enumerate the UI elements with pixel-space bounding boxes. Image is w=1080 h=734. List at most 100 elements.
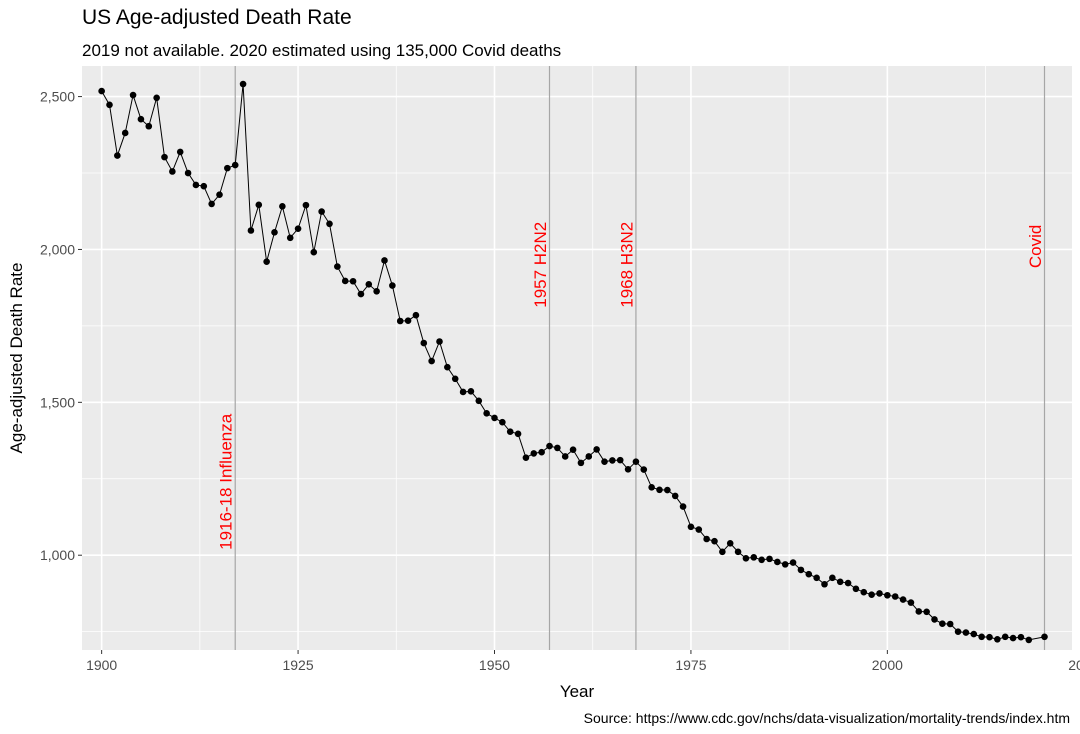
- data-point: [420, 339, 428, 347]
- data-point: [884, 591, 891, 599]
- data-point: [381, 257, 388, 264]
- data-point: [459, 388, 467, 396]
- data-point: [1009, 634, 1017, 642]
- data-point: [876, 590, 883, 597]
- data-point: [939, 620, 946, 628]
- data-point: [687, 523, 695, 531]
- data-point: [577, 459, 585, 467]
- data-point: [970, 630, 978, 638]
- data-point: [114, 152, 121, 159]
- x-tick-label: 1925: [282, 657, 313, 673]
- data-point: [161, 153, 168, 161]
- data-point: [192, 181, 200, 189]
- data-point: [169, 168, 176, 175]
- data-point: [1001, 633, 1009, 641]
- data-point: [491, 414, 498, 422]
- data-point: [153, 94, 160, 102]
- data-point: [396, 317, 404, 325]
- data-point: [781, 561, 789, 568]
- data-point: [899, 596, 907, 603]
- data-point: [632, 458, 640, 465]
- data-point: [797, 566, 805, 574]
- chart-subtitle: 2019 not available. 2020 estimated using…: [82, 41, 562, 60]
- data-point: [294, 225, 302, 232]
- event-label: 1968 H3N2: [617, 222, 636, 308]
- data-point: [137, 115, 145, 123]
- data-point: [499, 418, 506, 426]
- data-point: [805, 570, 813, 578]
- data-point: [310, 248, 318, 256]
- data-point: [184, 169, 192, 177]
- event-label: Covid: [1026, 225, 1045, 268]
- data-point: [231, 161, 239, 169]
- data-point: [129, 91, 137, 99]
- data-point: [506, 428, 514, 435]
- data-point: [1017, 633, 1025, 641]
- data-point: [389, 282, 396, 289]
- data-point: [742, 554, 750, 562]
- data-point: [679, 503, 687, 510]
- data-point: [569, 446, 577, 454]
- data-point: [106, 101, 113, 109]
- data-point: [994, 635, 1001, 643]
- data-point: [522, 454, 530, 461]
- data-point: [931, 616, 938, 623]
- data-point: [279, 203, 286, 210]
- data-point: [711, 537, 718, 545]
- data-point: [750, 554, 758, 561]
- data-point: [176, 148, 184, 156]
- data-point: [239, 80, 247, 88]
- y-axis: 1,000 1,500 2,000 2,500: [40, 89, 82, 563]
- data-point: [444, 363, 451, 371]
- data-point: [766, 555, 773, 563]
- data-point: [593, 446, 600, 453]
- data-point: [986, 633, 993, 641]
- data-point: [451, 375, 459, 383]
- data-point: [695, 526, 703, 533]
- data-point: [546, 442, 553, 450]
- data-point: [860, 588, 868, 596]
- y-tick-label: 2,500: [40, 89, 75, 105]
- data-point: [978, 633, 985, 641]
- data-point: [271, 229, 278, 236]
- data-point: [671, 492, 679, 500]
- data-point: [302, 201, 310, 209]
- data-point: [467, 388, 475, 395]
- data-point: [954, 628, 962, 635]
- data-point: [640, 466, 648, 473]
- data-point: [200, 182, 208, 190]
- data-point: [758, 556, 765, 564]
- data-point: [907, 599, 915, 606]
- x-tick-label: 2025: [1068, 657, 1080, 673]
- data-point: [263, 258, 270, 265]
- data-point: [609, 457, 616, 464]
- data-point: [334, 263, 341, 270]
- data-point: [648, 484, 655, 491]
- data-point: [255, 201, 263, 209]
- source-caption: Source: https://www.cdc.gov/nchs/data-vi…: [583, 710, 1070, 726]
- x-tick-label: 2000: [872, 657, 903, 673]
- data-point: [247, 227, 255, 234]
- data-point: [585, 453, 593, 460]
- plot-panel: [82, 66, 1072, 650]
- data-point: [530, 450, 538, 457]
- data-point: [813, 574, 820, 582]
- data-point: [601, 458, 608, 465]
- data-point: [428, 357, 435, 365]
- data-point: [836, 578, 844, 586]
- data-point: [923, 608, 930, 616]
- data-point: [349, 277, 357, 285]
- data-point: [326, 220, 333, 228]
- y-tick-label: 1,500: [40, 394, 75, 410]
- minor-gridlines: [82, 66, 1072, 650]
- x-axis: 1900 1925 1950 1975 2000 2025: [86, 650, 1080, 673]
- data-point: [789, 559, 797, 566]
- data-point: [821, 580, 828, 588]
- y-tick-label: 2,000: [40, 241, 75, 257]
- data-point: [962, 629, 970, 636]
- data-point: [844, 579, 852, 587]
- data-point: [1041, 633, 1048, 641]
- data-point: [208, 200, 215, 208]
- data-point: [719, 548, 726, 556]
